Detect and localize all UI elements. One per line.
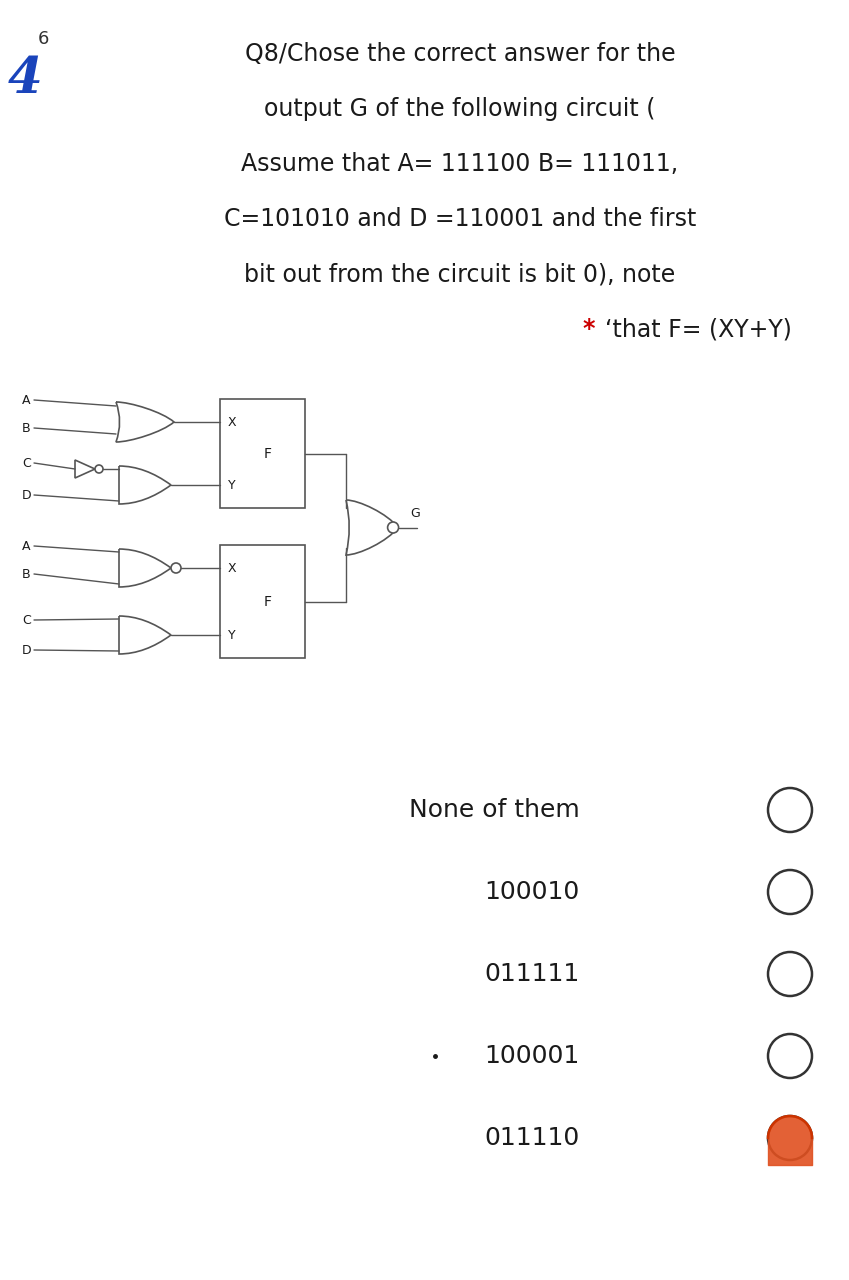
Text: X: X (228, 416, 237, 429)
Text: B: B (22, 421, 31, 434)
PathPatch shape (119, 616, 171, 654)
Text: 011110: 011110 (485, 1126, 580, 1149)
Text: ‘that F= (XY+Y): ‘that F= (XY+Y) (605, 317, 792, 340)
Text: C: C (22, 457, 31, 470)
Text: G: G (411, 507, 420, 520)
Text: D: D (22, 489, 31, 502)
Text: Q8/Chose the correct answer for the: Q8/Chose the correct answer for the (245, 42, 675, 67)
Text: C=101010 and D =110001 and the first: C=101010 and D =110001 and the first (224, 207, 696, 230)
Text: A: A (22, 539, 31, 553)
Text: None of them: None of them (409, 797, 580, 822)
Text: Y: Y (228, 628, 236, 641)
Text: A: A (22, 393, 31, 407)
Text: D: D (22, 644, 31, 657)
Circle shape (171, 563, 181, 573)
Text: 011111: 011111 (485, 963, 580, 986)
Text: output G of the following circuit (: output G of the following circuit ( (264, 97, 655, 122)
PathPatch shape (119, 549, 171, 588)
Text: *: * (582, 317, 594, 340)
FancyBboxPatch shape (220, 399, 305, 508)
Text: F: F (263, 594, 272, 608)
Text: Assume that A= 111100 B= 111011,: Assume that A= 111100 B= 111011, (241, 152, 678, 177)
Text: 100010: 100010 (485, 881, 580, 904)
Text: B: B (22, 567, 31, 581)
Circle shape (388, 522, 398, 532)
PathPatch shape (119, 466, 171, 504)
FancyBboxPatch shape (220, 545, 305, 658)
Text: 4: 4 (8, 55, 42, 104)
Polygon shape (75, 460, 95, 477)
PathPatch shape (116, 402, 174, 442)
Text: X: X (228, 562, 237, 575)
Text: C: C (22, 613, 31, 626)
Text: 6: 6 (38, 29, 49, 49)
Circle shape (95, 465, 103, 474)
PathPatch shape (346, 500, 398, 556)
Text: Y: Y (228, 479, 236, 492)
Text: F: F (263, 447, 272, 461)
Text: bit out from the circuit is bit 0), note: bit out from the circuit is bit 0), note (245, 262, 676, 285)
Text: 100001: 100001 (485, 1044, 580, 1068)
